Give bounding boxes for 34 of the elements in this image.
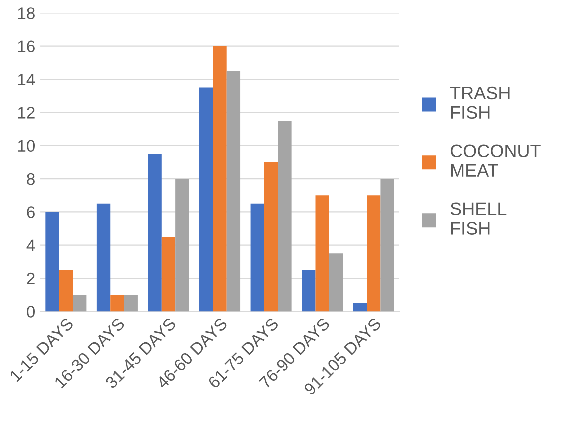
bar (96, 204, 111, 312)
bar (176, 179, 190, 312)
bar (110, 295, 124, 312)
bar (226, 71, 241, 312)
bar (278, 120, 292, 312)
bar (264, 162, 278, 312)
y-tick-label: 8 (27, 173, 35, 186)
y-tick-label: 0 (27, 306, 36, 318)
y-tick-label: 6 (27, 206, 35, 218)
bar (380, 179, 394, 312)
y-tick-label: 4 (26, 240, 36, 252)
bar (367, 196, 381, 312)
bar (316, 196, 330, 312)
bar (124, 295, 138, 312)
y-tick-label: 2 (27, 272, 35, 285)
legend-label: COCONUT MEAT (450, 144, 541, 177)
legend-label: TRASH FISH (450, 86, 510, 120)
bar (302, 270, 316, 312)
y-tick-label: 18 (18, 8, 35, 20)
bar (200, 88, 214, 312)
bar (353, 303, 368, 312)
y-tick-label: 10 (18, 140, 36, 152)
bar (250, 204, 264, 312)
y-tick-label: 12 (18, 107, 35, 119)
bar (73, 295, 87, 312)
bar (59, 270, 74, 312)
y-tick-label: 14 (18, 74, 36, 86)
bar (148, 154, 162, 312)
bar (162, 237, 176, 312)
bar (46, 212, 60, 312)
y-tick-label: 16 (18, 40, 35, 53)
bar (213, 46, 227, 312)
legend-label: SHELL FISH (450, 202, 507, 235)
bar (329, 254, 344, 312)
